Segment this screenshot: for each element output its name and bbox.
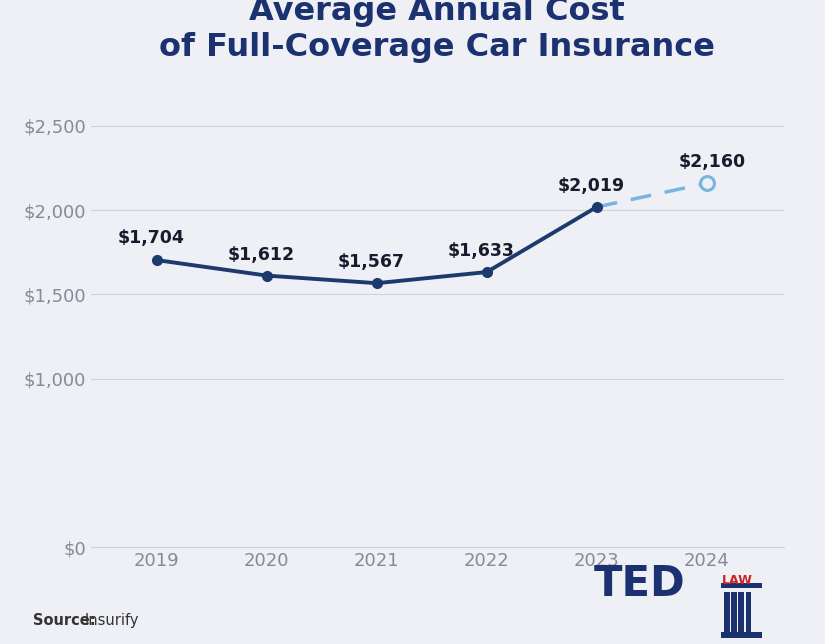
Text: LAW: LAW (722, 574, 752, 587)
FancyBboxPatch shape (738, 592, 744, 632)
FancyBboxPatch shape (731, 592, 737, 632)
Text: $1,704: $1,704 (118, 229, 185, 247)
Title: Average Annual Cost
of Full-Coverage Car Insurance: Average Annual Cost of Full-Coverage Car… (159, 0, 715, 63)
Text: TED: TED (594, 564, 686, 605)
FancyBboxPatch shape (746, 592, 752, 632)
Text: $1,612: $1,612 (228, 246, 295, 264)
Text: $1,633: $1,633 (448, 242, 515, 260)
Text: $2,019: $2,019 (558, 177, 625, 195)
FancyBboxPatch shape (721, 583, 762, 589)
Text: Insurify: Insurify (84, 613, 139, 628)
FancyBboxPatch shape (721, 632, 762, 638)
Text: Source:: Source: (33, 613, 96, 628)
Text: $1,567: $1,567 (337, 253, 405, 271)
Text: $2,160: $2,160 (679, 153, 746, 171)
FancyBboxPatch shape (724, 592, 729, 632)
